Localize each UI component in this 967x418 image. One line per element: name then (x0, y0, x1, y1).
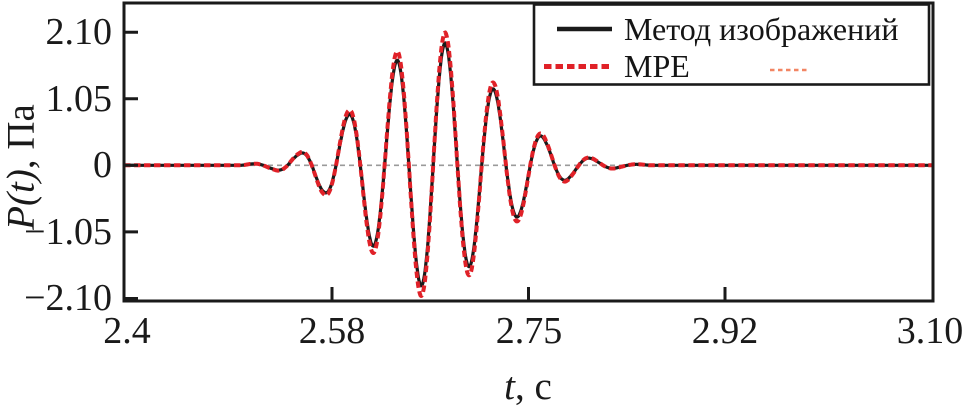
y-axis-variable: P(t) (0, 169, 43, 230)
x-tick-label-2-4: 2.4 (103, 310, 151, 352)
y-tick-label-1-05: 1.05 (45, 78, 113, 120)
y-tick-label-2-10: 2.10 (45, 11, 113, 53)
legend-label-mpe: МРЕ (624, 48, 690, 84)
legend-box (532, 3, 931, 86)
x-tick-label-2-75: 2.75 (495, 310, 563, 352)
y-axis-unit: , Па (0, 104, 43, 170)
x-tick-label-2-58: 2.58 (298, 310, 366, 352)
x-axis-variable: t (504, 365, 516, 408)
x-tick-label-3-10: 3.10 (896, 310, 964, 352)
y-axis-title: P(t), Па (0, 104, 44, 230)
legend-label-method-of-images: Метод изображений (624, 11, 899, 47)
x-tick-label-2-92: 2.92 (691, 310, 759, 352)
y-tick-label-0: 0 (93, 144, 112, 186)
y-tick-label-neg-2-10: −2.10 (24, 277, 112, 319)
y-tick-label-neg-1-05: −1.05 (24, 211, 112, 253)
mpe-curve (122, 30, 935, 298)
plot-border (122, 1, 935, 303)
x-axis-unit: , с (515, 365, 552, 408)
axis-tick-marks (124, 30, 727, 301)
x-axis-title: t, с (504, 364, 552, 409)
